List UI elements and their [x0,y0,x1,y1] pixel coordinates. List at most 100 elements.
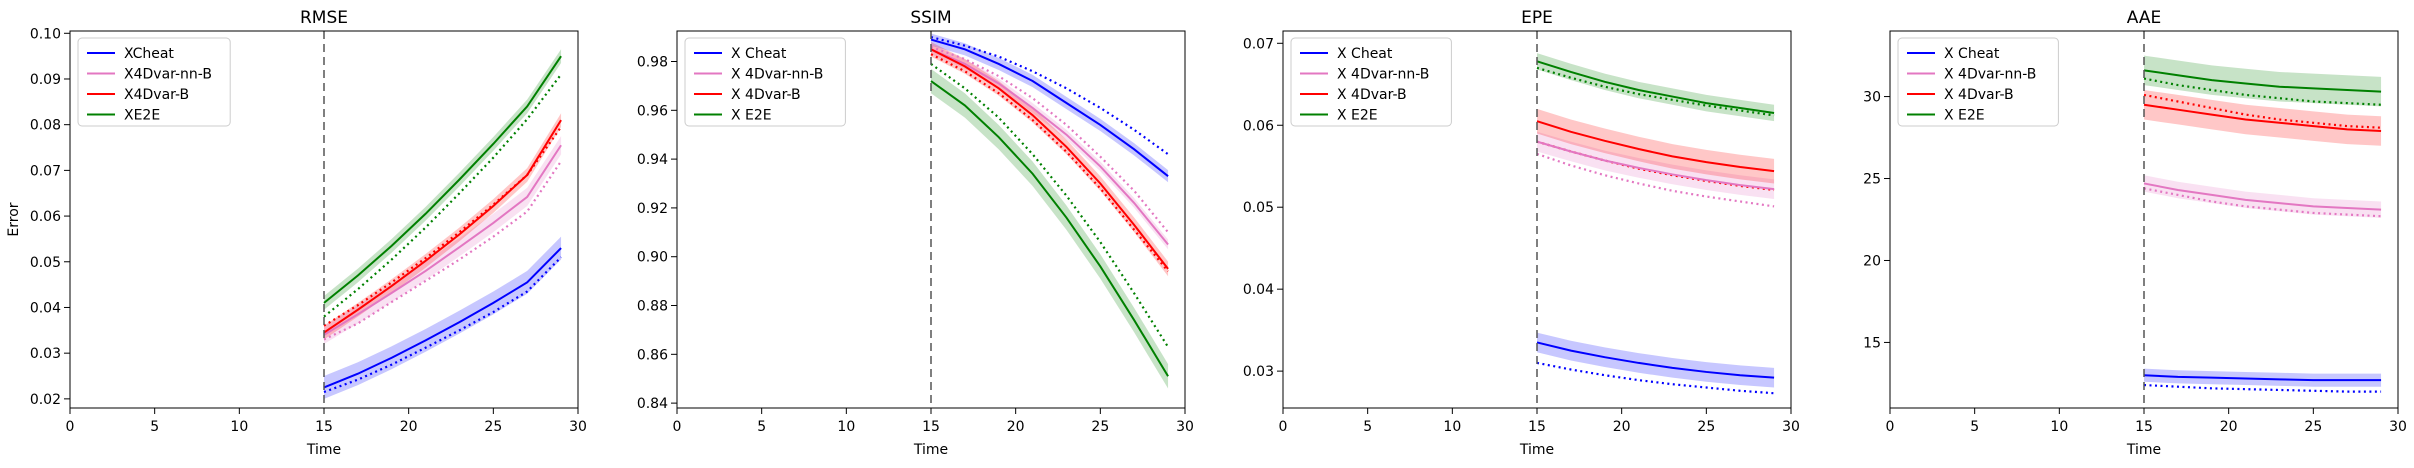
confidence-band-4 [1537,53,1775,122]
x-tick-label: 15 [1528,419,1546,435]
y-tick-label: 0.02 [30,392,61,408]
x-tick-label: 25 [484,419,502,435]
dotted-reference-line-4 [1536,66,1775,117]
chart-title: SSIM [910,8,951,28]
legend-box [684,37,846,127]
series-line-1 [2143,374,2382,382]
legend-label-3: X4Dvar-B [124,87,189,103]
dotted-reference-line-1 [2143,383,2382,393]
confidence-band-3 [2144,90,2382,146]
chart-panel-1: RMSE 0 5 10 15 20 25 30 0.02 0.03 0.04 0.05 0.06 0.07… [6,8,587,458]
series-line-2 [1536,140,1775,191]
plot-frame [1889,30,2399,409]
y-tick-label: 15 [1863,335,1881,351]
chart-panel-3: EPE 0 5 10 15 20 25 30 0.03 0.04 0.05 0.06 0.07 Time X… [1243,8,1800,458]
y-tick-label: 0.10 [30,26,61,42]
confidence-band-1 [1537,332,1775,388]
y-tick-label: 0.94 [637,152,668,168]
confidence-band-3 [324,113,562,340]
confidence-band-1 [2144,368,2382,387]
x-tick-label: 0 [1279,419,1288,435]
x-tick-label: 15 [922,419,940,435]
y-tick-label: 0.05 [1243,200,1274,216]
x-tick-label: 20 [1007,419,1025,435]
legend-label-4: XE2E [124,108,160,124]
chart-panel-2: SSIM 0 5 10 15 20 25 30 0.84 0.86 0.88 0.90 0.92 0.94… [637,8,1194,458]
series-line-1 [1536,341,1775,379]
confidence-band-3 [1537,108,1775,184]
x-tick-label: 0 [1886,419,1895,435]
x-tick-label: 30 [1782,419,1800,435]
x-tick-label: 25 [1091,419,1109,435]
y-tick-label: 0.96 [637,103,668,119]
y-tick-label: 0.86 [637,347,668,363]
confidence-band-4 [931,68,1169,389]
series-line-2 [323,144,562,336]
series-line-2 [2143,182,2382,211]
plot-frame [676,30,1186,409]
chart-title: AAE [2127,8,2161,28]
dotted-reference-line-1 [1536,361,1775,395]
series-line-4 [1536,60,1775,114]
chart-title: EPE [1521,8,1553,28]
legend-label-4: X E2E [1337,108,1378,124]
x-tick-label: 10 [837,419,855,435]
dotted-reference-line-3 [930,53,1169,273]
y-tick-label: 0.06 [30,209,61,225]
dotted-reference-line-2 [323,160,562,341]
dotted-reference-line-3 [2143,93,2382,129]
dotted-reference-line-4 [930,63,1169,348]
legend-label-1: X Cheat [731,46,787,62]
plot-frame [1282,30,1792,409]
legend-label-2: X 4Dvar-nn-B [1337,67,1429,83]
dotted-reference-line-4 [2143,77,2382,106]
y-tick-label: 0.03 [30,346,61,362]
legend-label-1: XCheat [124,46,174,62]
x-tick-label: 20 [1613,419,1631,435]
y-tick-label: 0.07 [30,163,61,179]
x-tick-label: 5 [757,419,766,435]
x-tick-label: 15 [2135,419,2153,435]
legend-box [1897,37,2059,127]
legend-box [77,37,231,127]
legend-box [1290,37,1452,127]
y-tick-label: 30 [1863,90,1881,106]
legend-label-3: X 4Dvar-B [731,87,801,103]
x-tick-label: 20 [400,419,418,435]
y-tick-label: 0.90 [637,250,668,266]
dotted-reference-line-1 [323,256,562,394]
y-tick-label: 0.84 [637,396,668,412]
legend-label-3: X 4Dvar-B [1944,87,2014,103]
x-tick-label: 10 [230,419,248,435]
x-tick-label: 0 [673,419,682,435]
series-line-1 [930,38,1169,177]
confidence-band-1 [324,236,562,399]
dotted-reference-line-4 [323,73,562,318]
dotted-reference-line-3 [323,126,562,327]
x-tick-label: 30 [1176,419,1194,435]
y-tick-label: 0.09 [30,72,61,88]
x-tick-label: 0 [66,419,75,435]
plot-frame [69,30,579,409]
x-tick-label: 15 [315,419,333,435]
dotted-reference-line-2 [2143,187,2382,218]
series-line-3 [930,48,1169,270]
x-tick-label: 5 [150,419,159,435]
dotted-reference-line-2 [930,45,1169,234]
confidence-band-2 [2144,175,2382,218]
y-tick-label: 0.92 [637,201,668,217]
x-tick-label: 25 [1697,419,1715,435]
confidence-band-4 [2144,55,2382,107]
x-tick-label: 30 [569,419,587,435]
x-axis-label: Time [306,442,341,458]
x-tick-label: 20 [2220,419,2238,435]
y-tick-label: 25 [1863,172,1881,188]
y-tick-label: 0.07 [1243,36,1274,52]
y-tick-label: 0.03 [1243,364,1274,380]
series-line-3 [1536,120,1775,173]
x-tick-label: 25 [2304,419,2322,435]
y-tick-label: 0.04 [30,300,61,316]
legend-label-3: X 4Dvar-B [1337,87,1407,103]
series-line-4 [323,55,562,304]
